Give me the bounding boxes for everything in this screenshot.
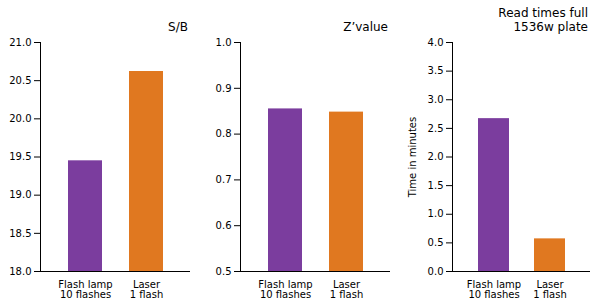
svg-text:20.5: 20.5	[9, 75, 31, 86]
svg-text:3.5: 3.5	[428, 65, 444, 76]
svg-text:0.6: 0.6	[216, 220, 232, 231]
svg-text:0.8: 0.8	[216, 128, 232, 139]
html-text:Read times full 1536w plate: Read times full 1536w plate	[498, 6, 588, 34]
svg-text:1.0: 1.0	[216, 37, 232, 48]
svg-text:Laser1 flash: Laser1 flash	[330, 279, 364, 300]
svg-text:19.5: 19.5	[9, 151, 31, 162]
svg-text:Flash lamp10 flashes: Flash lamp10 flashes	[467, 279, 521, 300]
svg-text:Time in minutes: Time in minutes	[407, 117, 418, 198]
svg-text:0.0: 0.0	[428, 266, 444, 277]
html-text:Z’value: Z’value	[343, 20, 388, 34]
html-text:S/B: S/B	[168, 20, 188, 34]
svg-text:Laser1 flash: Laser1 flash	[130, 279, 164, 300]
svg-text:19.0: 19.0	[9, 189, 31, 200]
svg-text:4.0: 4.0	[428, 37, 444, 48]
svg-text:20.0: 20.0	[9, 113, 31, 124]
svg-text:3.0: 3.0	[428, 94, 444, 105]
svg-text:1.0: 1.0	[428, 208, 444, 219]
svg-text:2.0: 2.0	[428, 151, 444, 162]
svg-text:Flash lamp10 flashes: Flash lamp10 flashes	[58, 279, 112, 300]
svg-text:18.5: 18.5	[9, 228, 31, 239]
svg-text:2.5: 2.5	[428, 123, 444, 134]
svg-text:0.5: 0.5	[216, 266, 232, 277]
svg-text:Laser1 flash: Laser1 flash	[533, 279, 567, 300]
svg-text:0.7: 0.7	[216, 174, 232, 185]
svg-text:0.9: 0.9	[216, 83, 232, 94]
svg-text:Flash lamp10 flashes: Flash lamp10 flashes	[258, 279, 312, 300]
svg-text:0.5: 0.5	[428, 237, 444, 248]
svg-text:21.0: 21.0	[9, 37, 31, 48]
svg-text:18.0: 18.0	[9, 266, 31, 277]
svg-text:1.5: 1.5	[428, 180, 444, 191]
